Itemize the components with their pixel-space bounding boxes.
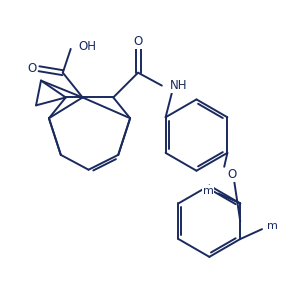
Text: O: O: [228, 168, 237, 181]
Text: NH: NH: [170, 79, 187, 92]
Text: O: O: [133, 36, 143, 49]
Text: OH: OH: [79, 40, 97, 53]
Text: m: m: [203, 185, 213, 195]
Text: O: O: [27, 62, 37, 75]
Text: m: m: [267, 221, 278, 231]
